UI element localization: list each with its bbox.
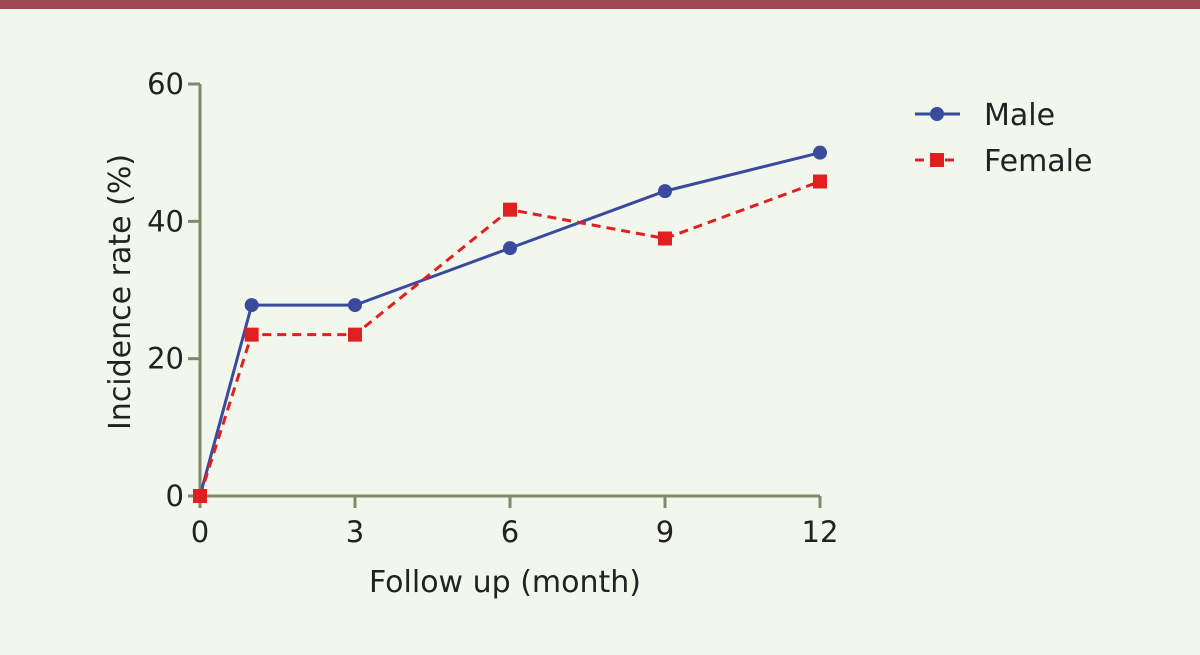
legend-item-male: Male	[915, 98, 1055, 133]
data-point-female	[348, 327, 362, 342]
x-tick-label: 9	[656, 515, 674, 549]
x-tick-label: 12	[802, 515, 839, 549]
series-male	[193, 145, 827, 503]
legend-label: Male	[984, 98, 1055, 133]
x-axis-title: Follow up (month)	[369, 565, 641, 600]
axis-ticks: 0 20 40 60 0 3 6 9 12	[147, 67, 838, 549]
x-tick-label: 6	[501, 515, 519, 549]
legend-item-female: Female	[915, 144, 1092, 179]
x-tick-label: 0	[191, 515, 209, 549]
series-female	[193, 174, 827, 503]
legend-label: Female	[984, 144, 1092, 179]
data-point-female	[503, 202, 517, 217]
data-point-male	[244, 298, 259, 313]
x-tick-label: 3	[346, 515, 364, 549]
y-tick-label: 40	[147, 204, 184, 238]
data-point-female	[658, 231, 672, 246]
legend-marker	[930, 153, 944, 167]
series-line-female	[198, 180, 821, 497]
series-layer	[193, 145, 827, 503]
data-point-female	[193, 489, 207, 503]
y-tick-label: 60	[147, 67, 184, 101]
data-point-female	[244, 327, 259, 342]
axes	[198, 84, 820, 498]
legend-marker	[930, 107, 944, 121]
y-tick-label: 0	[166, 479, 184, 513]
top-accent-bar	[0, 0, 1200, 9]
data-point-male	[813, 145, 827, 160]
y-axis-title: Incidence rate (%)	[103, 154, 138, 430]
y-tick-label: 20	[147, 342, 184, 376]
legend: Male Female	[915, 98, 1092, 179]
series-line-male	[198, 151, 821, 497]
data-point-male	[348, 298, 362, 313]
data-point-female	[813, 174, 827, 189]
data-point-male	[658, 184, 672, 199]
data-point-male	[503, 241, 517, 256]
